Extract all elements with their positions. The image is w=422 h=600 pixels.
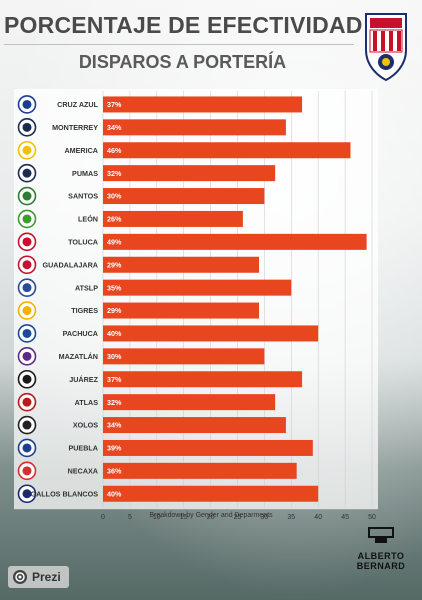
- category-label: ATSLP: [75, 283, 98, 292]
- alberto-bernard-logo: ALBERTO BERNARD: [350, 526, 412, 582]
- bar: [103, 165, 276, 182]
- value-label: 49%: [107, 237, 122, 246]
- bar: [103, 371, 303, 388]
- category-label: LEÓN: [78, 215, 98, 224]
- bar: [103, 462, 297, 479]
- leon-logo-icon: [17, 209, 37, 229]
- title-divider: [4, 44, 354, 45]
- category-label: AMERICA: [64, 146, 98, 155]
- value-label: 34%: [107, 123, 122, 132]
- x-tick-label: 25: [234, 514, 242, 521]
- x-tick-label: 40: [314, 514, 322, 521]
- category-label: NECAXA: [68, 466, 98, 475]
- x-tick-label: 15: [180, 514, 188, 521]
- x-tick-label: 50: [368, 514, 376, 521]
- value-label: 40%: [107, 329, 122, 338]
- chart-panel: [14, 89, 378, 510]
- bar: [103, 119, 286, 136]
- prezi-logo-icon: [13, 570, 27, 584]
- pumas-logo-icon: [17, 163, 37, 183]
- category-label: JUÁREZ: [69, 375, 98, 384]
- necaxa-logo-icon: [17, 461, 37, 481]
- santos-logo-icon: [17, 186, 37, 206]
- prezi-label: Prezi: [32, 570, 61, 584]
- bar: [103, 302, 260, 319]
- value-label: 26%: [107, 215, 122, 224]
- page-title: PORCENTAJE DE EFECTIVIDAD: [4, 12, 363, 38]
- chart-footnote: Breakdown by Gender and Deparments: [149, 512, 273, 519]
- atlas-logo-icon: [17, 392, 37, 412]
- bar: [103, 96, 303, 113]
- juarez-logo-icon: [17, 369, 37, 389]
- category-label: CRUZ AZUL: [57, 100, 98, 109]
- bar: [103, 439, 313, 456]
- cruz-azul-logo-icon: [17, 95, 37, 114]
- category-label: PUEBLA: [68, 444, 98, 453]
- category-label: SANTOS: [68, 192, 98, 201]
- bar: [103, 210, 243, 227]
- chivas-crest-icon: [365, 13, 407, 82]
- value-label: 46%: [107, 146, 122, 155]
- bar: [103, 325, 319, 342]
- x-tick-label: 20: [207, 514, 215, 521]
- value-label: 34%: [107, 421, 122, 430]
- value-label: 39%: [107, 444, 122, 453]
- value-label: 30%: [107, 352, 122, 361]
- bar: [103, 188, 265, 205]
- pachuca-logo-icon: [17, 324, 37, 343]
- category-label: MONTERREY: [52, 123, 98, 132]
- x-tick-label: 0: [101, 514, 105, 521]
- guadalajara-logo-icon: [17, 255, 37, 275]
- category-label: TIGRES: [71, 306, 98, 315]
- toluca-logo-icon: [17, 232, 37, 252]
- bar: [103, 142, 351, 159]
- brand-line-2: BERNARD: [356, 561, 406, 571]
- brand-mark-icon: [368, 527, 394, 543]
- value-label: 40%: [107, 489, 122, 498]
- brand-line-1: ALBERTO: [357, 551, 405, 561]
- bar: [103, 348, 265, 365]
- category-label: GALLOS BLANCOS: [31, 489, 99, 498]
- tigres-logo-icon: [17, 301, 37, 320]
- value-label: 30%: [107, 192, 122, 201]
- x-tick-label: 45: [341, 514, 349, 521]
- value-label: 36%: [107, 466, 122, 475]
- x-tick-label: 35: [287, 514, 295, 521]
- value-label: 29%: [107, 306, 122, 315]
- mazatlan-logo-icon: [17, 347, 37, 366]
- prezi-badge[interactable]: Prezi: [8, 566, 69, 588]
- value-label: 35%: [107, 283, 122, 292]
- bar: [103, 417, 286, 434]
- x-tick-label: 5: [128, 514, 132, 521]
- category-label: PUMAS: [72, 169, 98, 178]
- puebla-logo-icon: [17, 438, 37, 458]
- x-tick-label: 10: [153, 514, 161, 521]
- category-label: GUADALAJARA: [42, 260, 98, 269]
- bar: [103, 279, 292, 296]
- category-label: PACHUCA: [63, 329, 98, 338]
- monterrey-logo-icon: [17, 118, 37, 137]
- header: PORCENTAJE DE EFECTIVIDAD DISPAROS A POR…: [0, 0, 422, 92]
- x-tick-label: 30: [261, 514, 269, 521]
- bar: [103, 394, 276, 411]
- category-label: XOLOS: [73, 421, 98, 430]
- category-label: TOLUCA: [68, 237, 98, 246]
- value-label: 32%: [107, 398, 122, 407]
- xolos-logo-icon: [17, 415, 37, 435]
- value-label: 32%: [107, 169, 122, 178]
- gallos-blancos-logo-icon: [17, 484, 37, 504]
- value-label: 37%: [107, 375, 122, 384]
- value-label: 37%: [107, 100, 122, 109]
- value-label: 29%: [107, 260, 122, 269]
- bar: [103, 485, 319, 502]
- category-label: MAZATLÁN: [59, 352, 98, 361]
- category-label: ATLAS: [75, 398, 99, 407]
- bar: [103, 233, 367, 250]
- page-subtitle: DISPAROS A PORTERÍA: [78, 52, 287, 72]
- bar: [103, 256, 260, 273]
- america-logo-icon: [17, 140, 37, 160]
- atslp-logo-icon: [17, 278, 37, 297]
